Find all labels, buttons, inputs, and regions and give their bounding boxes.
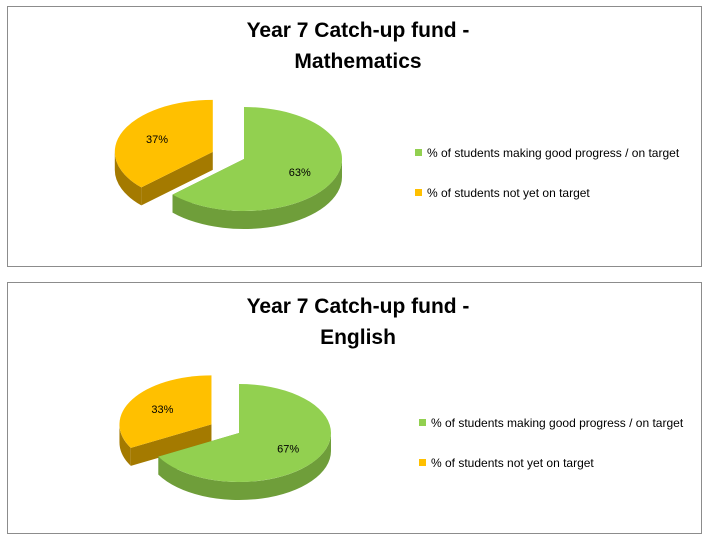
- chart-title-line-2: English: [320, 326, 396, 349]
- data-label: 63%: [289, 167, 311, 179]
- slice-side-wall: [114, 151, 142, 206]
- slice-side-wall: [172, 159, 342, 230]
- chart-panel-english: 67% 33% Year 7 Catch-up fund - English % …: [7, 282, 702, 534]
- legend-item-not-on-target: % of students not yet on target: [415, 185, 590, 201]
- slice-side-wall: [158, 433, 331, 500]
- chart-title-line-1: Year 7 Catch-up fund -: [246, 19, 470, 42]
- chart-title-line-1: Year 7 Catch-up fund -: [246, 295, 470, 318]
- chart-title: Year 7 Catch-up fund - English: [158, 291, 558, 353]
- slice-cut-wall: [141, 151, 213, 206]
- legend-swatch: [415, 189, 422, 196]
- pie-slice-on-target: [172, 107, 342, 230]
- legend-item-on-target: % of students making good progress / on …: [419, 415, 683, 431]
- legend-swatch: [419, 459, 426, 466]
- data-label: 33%: [151, 404, 173, 416]
- slice-top: [114, 99, 213, 188]
- chart-panel-mathematics: 63% 37% Year 7 Catch-up fund - Mathematic…: [7, 6, 702, 267]
- pie-chart-english: 67% 33%: [119, 375, 331, 500]
- slice-top: [119, 375, 212, 448]
- chart-title-line-2: Mathematics: [294, 50, 422, 73]
- slice-side-wall: [119, 424, 131, 466]
- data-label: 67%: [277, 443, 299, 455]
- legend-label: % of students making good progress / on …: [427, 146, 680, 160]
- legend-label: % of students not yet on target: [427, 186, 590, 200]
- pie-slice-on-target: [158, 384, 331, 500]
- legend-swatch: [419, 419, 426, 426]
- chart-title: Year 7 Catch-up fund - Mathematics: [158, 15, 558, 77]
- slice-top: [158, 384, 331, 482]
- legend-label: % of students not yet on target: [431, 456, 594, 470]
- legend-swatch: [415, 149, 422, 156]
- legend-item-not-on-target: % of students not yet on target: [419, 455, 594, 471]
- legend-item-on-target: % of students making good progress / on …: [415, 145, 679, 161]
- pie-slice-not-on-target: [114, 99, 213, 206]
- slice-cut-wall: [130, 424, 212, 466]
- data-label: 37%: [146, 134, 168, 146]
- pie-chart-mathematics: 63% 37%: [114, 99, 342, 230]
- slice-top: [172, 107, 342, 211]
- legend-label: % of students making good progress / on …: [431, 416, 684, 430]
- pie-slice-not-on-target: [119, 375, 212, 466]
